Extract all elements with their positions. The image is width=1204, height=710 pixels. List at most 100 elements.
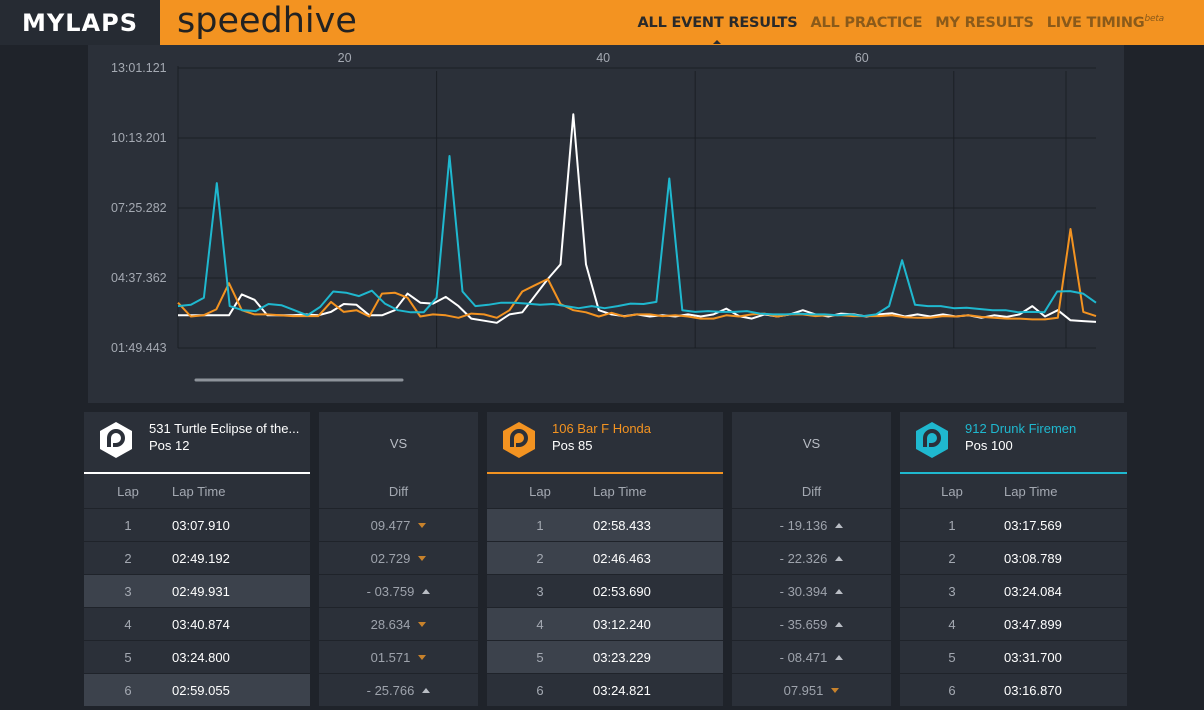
lap-time-column-header: Lap Time: [172, 483, 226, 499]
arrow-down-icon: [831, 687, 840, 693]
lap-time: 02:59.055: [172, 682, 230, 698]
lap-table-header: Lap Lap Time: [900, 474, 1127, 508]
lap-row[interactable]: 4 03:40.874: [84, 607, 310, 640]
arrow-down-icon: [418, 621, 427, 627]
nav-all-practice[interactable]: ALL PRACTICE: [810, 15, 922, 31]
lap-number: 5: [536, 649, 544, 665]
nav-label: LIVE TIMING: [1046, 14, 1145, 31]
driver-header[interactable]: 106 Bar F Honda Pos 85: [487, 412, 723, 474]
diff-value: 02.729: [370, 550, 411, 566]
y-tick-label: 10:13.201: [111, 131, 167, 145]
lap-row[interactable]: 3 02:53.690: [487, 574, 723, 607]
driver-badge-icon: [503, 422, 535, 458]
lap-row[interactable]: 4 03:47.899: [900, 607, 1127, 640]
lap-time-chart[interactable]: 13:01.121 10:13.201 07:25.282 04:37.362 01:4…: [88, 45, 1124, 403]
diff-row: 01.571: [319, 640, 478, 673]
driver-name: 106 Bar F Honda: [552, 421, 652, 436]
lap-row[interactable]: 2 02:46.463: [487, 541, 723, 574]
lap-row[interactable]: 3 02:49.931: [84, 574, 310, 607]
diff-value: - 08.471: [779, 649, 828, 665]
nav-my-results[interactable]: MY RESULTS: [935, 14, 1034, 31]
lap-row[interactable]: 1 03:17.569: [900, 508, 1127, 541]
diff-value: - 19.136: [779, 517, 828, 533]
lap-number: 3: [536, 583, 544, 599]
diff-row: - 35.659: [732, 607, 891, 640]
series-line-3[interactable]: [177, 155, 1097, 318]
lap-list: 1 03:07.910 2 02:49.192 3 02:49.931 4 03:40.874…: [84, 508, 310, 706]
lap-number: 6: [948, 682, 956, 698]
lap-number: 2: [536, 550, 544, 566]
series-line-1[interactable]: [178, 113, 1097, 324]
lap-row[interactable]: 1 02:58.433: [487, 508, 723, 541]
lap-time: 03:23.229: [593, 649, 651, 665]
lap-number: 5: [948, 649, 956, 665]
diff-value: 28.634: [370, 616, 411, 632]
nav-label: MY RESULTS: [935, 14, 1034, 31]
lap-table-header: Lap Lap Time: [84, 474, 310, 508]
driver-header[interactable]: 912 Drunk Firemen Pos 100: [900, 412, 1127, 474]
lap-row[interactable]: 6 03:16.870: [900, 673, 1127, 706]
lap-number: 6: [124, 682, 132, 698]
arrow-up-icon: [422, 588, 431, 594]
diff-row: 09.477: [319, 508, 478, 541]
diff-value: - 35.659: [779, 616, 828, 632]
diff-value: - 03.759: [366, 583, 415, 599]
main-nav: ALL EVENT RESULTS ALL PRACTICE MY RESULT…: [638, 0, 1164, 45]
mylaps-logo[interactable]: MYLAPS: [0, 0, 160, 45]
lap-number: 4: [124, 616, 132, 632]
driver-column-2: 106 Bar F Honda Pos 85 Lap Lap Time 1 02:…: [487, 412, 723, 706]
diff-value: 07.951: [783, 682, 824, 698]
y-tick-label: 01:49.443: [111, 341, 167, 355]
vs-label: VS: [389, 435, 408, 451]
lap-row[interactable]: 2 02:49.192: [84, 541, 310, 574]
lap-time: 03:47.899: [1004, 616, 1062, 632]
x-tick-label: 20: [338, 51, 352, 65]
lap-number: 6: [536, 682, 544, 698]
lap-time: 03:40.874: [172, 616, 230, 632]
diff-row: - 25.766: [319, 673, 478, 706]
arrow-down-icon: [418, 522, 427, 528]
lap-row[interactable]: 3 03:24.084: [900, 574, 1127, 607]
nav-live-timing[interactable]: LIVE TIMINGbeta: [1047, 14, 1164, 31]
lap-row[interactable]: 6 03:24.821: [487, 673, 723, 706]
diff-row: - 08.471: [732, 640, 891, 673]
driver-badge-icon: [916, 422, 948, 458]
lap-row[interactable]: 4 03:12.240: [487, 607, 723, 640]
lap-row[interactable]: 6 02:59.055: [84, 673, 310, 706]
diff-row: 07.951: [732, 673, 891, 706]
x-tick-label: 60: [855, 51, 869, 65]
lap-row[interactable]: 5 03:23.229: [487, 640, 723, 673]
lap-number: 3: [948, 583, 956, 599]
lap-time: 03:24.800: [172, 649, 230, 665]
nav-label: ALL PRACTICE: [810, 14, 923, 31]
lap-time: 03:24.084: [1004, 583, 1062, 599]
lap-number: 2: [124, 550, 132, 566]
lap-row[interactable]: 1 03:07.910: [84, 508, 310, 541]
lap-row[interactable]: 5 03:31.700: [900, 640, 1127, 673]
lap-time: 03:24.821: [593, 682, 651, 698]
diff-row: - 19.136: [732, 508, 891, 541]
arrow-up-icon: [835, 588, 844, 594]
lap-number: 5: [124, 649, 132, 665]
lap-time-chart-svg: 13:01.121 10:13.201 07:25.282 04:37.362 01:4…: [111, 51, 1097, 382]
diff-value: - 22.326: [779, 550, 828, 566]
lap-time: 03:17.569: [1004, 517, 1062, 533]
y-tick-label: 04:37.362: [111, 271, 167, 285]
series-line-2[interactable]: [177, 228, 1097, 321]
diff-value: - 25.766: [366, 682, 415, 698]
speedhive-brand[interactable]: speedhive: [177, 1, 357, 41]
driver-header[interactable]: 531 Turtle Eclipse of the... Pos 12: [84, 412, 310, 474]
diff-list: 09.477 02.729 - 03.759 28.634 01.571 - 25.766: [319, 508, 478, 706]
nav-all-event-results[interactable]: ALL EVENT RESULTS: [638, 15, 798, 44]
arrow-down-icon: [418, 555, 427, 561]
arrow-up-icon: [835, 654, 844, 660]
active-caret-icon: [713, 39, 722, 44]
vs-column-1: VS Diff 09.477 02.729 - 03.759 28.634 01.571…: [319, 412, 478, 706]
lap-time: 02:53.690: [593, 583, 651, 599]
driver-position: Pos 12: [149, 438, 190, 453]
driver-position: Pos 85: [552, 438, 593, 453]
lap-row[interactable]: 5 03:24.800: [84, 640, 310, 673]
lap-row[interactable]: 2 03:08.789: [900, 541, 1127, 574]
arrow-up-icon: [835, 555, 844, 561]
lap-time: 03:12.240: [593, 616, 651, 632]
